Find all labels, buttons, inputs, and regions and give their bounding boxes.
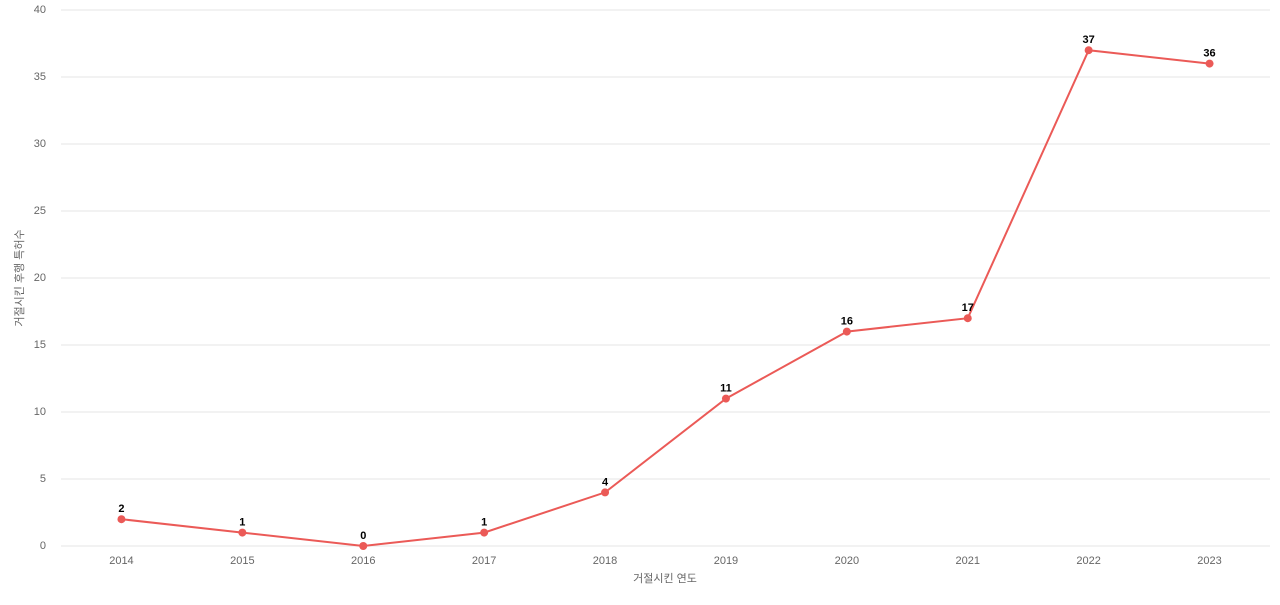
value-label: 2: [118, 503, 124, 515]
x-tick-label: 2023: [1197, 555, 1221, 567]
point: [963, 314, 972, 323]
point: [601, 488, 610, 497]
x-tick-label: 2022: [1076, 555, 1100, 567]
y-tick-label: 0: [40, 540, 46, 552]
x-tick-label: 2014: [109, 555, 133, 567]
y-tick-label: 35: [34, 71, 46, 83]
point: [721, 394, 730, 403]
y-tick-label: 40: [34, 4, 46, 16]
value-label: 36: [1203, 48, 1215, 60]
value-label: 1: [239, 517, 245, 529]
point: [238, 528, 247, 537]
y-tick-label: 15: [34, 339, 46, 351]
value-label: 4: [602, 476, 609, 488]
point: [117, 515, 126, 524]
x-tick-label: 2016: [351, 555, 375, 567]
x-tick-label: 2018: [593, 555, 617, 567]
point: [1205, 59, 1214, 68]
point: [842, 327, 851, 336]
x-tick-label: 2020: [835, 555, 859, 567]
y-tick-label: 30: [34, 138, 46, 150]
value-label: 17: [962, 302, 974, 314]
y-tick-label: 10: [34, 406, 46, 418]
y-tick-label: 25: [34, 205, 46, 217]
x-tick-label: 2017: [472, 555, 496, 567]
value-label: 0: [360, 530, 366, 542]
point: [480, 528, 489, 537]
x-tick-label: 2019: [714, 555, 738, 567]
x-tick-label: 2021: [956, 555, 980, 567]
value-label: 1: [481, 517, 487, 529]
value-label: 37: [1083, 34, 1095, 46]
point: [359, 542, 368, 550]
x-tick-label: 2015: [230, 555, 254, 567]
line: [121, 49, 1210, 548]
y-tick-label: 5: [40, 473, 46, 485]
y-tick-label: 20: [34, 272, 46, 284]
value-label: 16: [841, 316, 853, 328]
point: [1084, 46, 1093, 55]
value-label: 11: [720, 383, 732, 395]
y-axis-label: 거절시킨 후행 특허수: [13, 229, 26, 326]
x-axis-label: 거절시킨 연도: [633, 572, 697, 585]
